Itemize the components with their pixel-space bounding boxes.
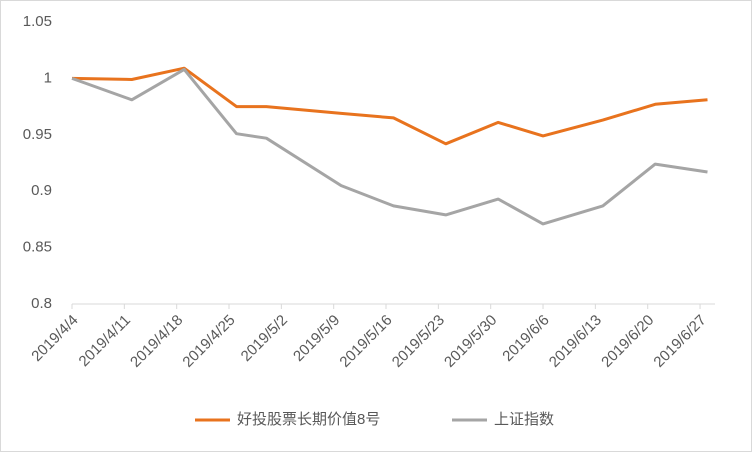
y-tick-label: 0.85	[23, 239, 52, 256]
y-tick-label: 0.9	[31, 182, 52, 199]
series-line	[71, 67, 708, 226]
y-tick-label: 1	[44, 69, 52, 86]
legend-label: 好投股票长期价值8号	[237, 411, 380, 428]
y-tick-label: 1.05	[23, 13, 52, 30]
y-tick-label: 0.95	[23, 126, 52, 143]
y-tick-label: 0.8	[31, 295, 52, 312]
legend-label: 上证指数	[494, 411, 554, 428]
